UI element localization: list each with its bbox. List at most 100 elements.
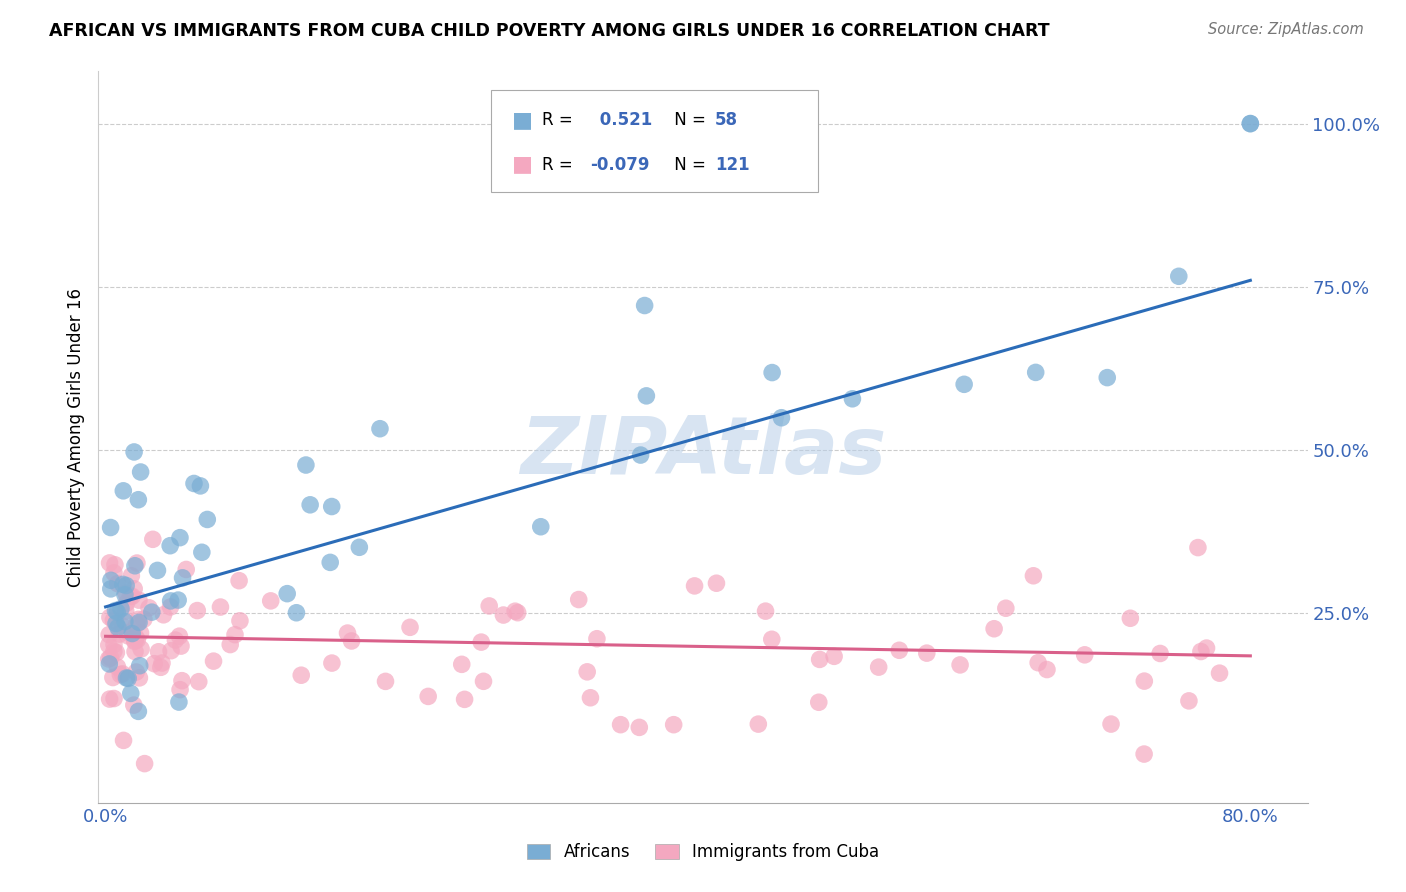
Point	[103, 644, 125, 658]
Point	[107, 576, 129, 591]
Point	[1073, 648, 1095, 662]
Point	[276, 587, 298, 601]
Point	[117, 625, 139, 640]
Point	[98, 556, 121, 570]
Point	[953, 377, 976, 392]
Point	[186, 603, 208, 617]
Point	[1195, 641, 1218, 656]
Point	[285, 606, 308, 620]
Point	[169, 682, 191, 697]
Point	[103, 613, 125, 627]
Point	[108, 627, 131, 641]
Point	[105, 605, 128, 619]
Point	[299, 498, 322, 512]
Point	[125, 556, 148, 570]
Point	[1208, 666, 1230, 681]
Point	[115, 586, 138, 600]
Point	[399, 620, 422, 634]
Point	[100, 520, 122, 534]
Point	[115, 596, 138, 610]
Point	[183, 476, 205, 491]
Point	[115, 671, 138, 685]
Point	[112, 733, 135, 747]
Text: R =: R =	[543, 111, 578, 129]
Point	[97, 638, 120, 652]
Point	[761, 366, 783, 380]
Point	[98, 692, 121, 706]
Text: AFRICAN VS IMMIGRANTS FROM CUBA CHILD POVERTY AMONG GIRLS UNDER 16 CORRELATION C: AFRICAN VS IMMIGRANTS FROM CUBA CHILD PO…	[49, 22, 1050, 40]
Y-axis label: Child Poverty Among Girls Under 16: Child Poverty Among Girls Under 16	[66, 287, 84, 587]
Point	[141, 605, 163, 619]
Point	[114, 588, 136, 602]
Point	[747, 717, 769, 731]
Point	[808, 652, 831, 666]
Point	[120, 568, 142, 582]
Point	[142, 533, 165, 547]
Point	[111, 619, 134, 633]
Text: N =: N =	[669, 155, 711, 174]
Point	[138, 600, 160, 615]
Point	[983, 622, 1005, 636]
Point	[229, 614, 252, 628]
Point	[125, 630, 148, 644]
Text: N =: N =	[669, 111, 711, 129]
Point	[949, 657, 972, 672]
Point	[110, 601, 132, 615]
Point	[103, 566, 125, 580]
Point	[224, 628, 246, 642]
Point	[149, 660, 172, 674]
Point	[124, 634, 146, 648]
Point	[111, 577, 134, 591]
Point	[127, 612, 149, 626]
Point	[172, 571, 194, 585]
Point	[628, 720, 651, 734]
Point	[129, 626, 152, 640]
Point	[127, 632, 149, 647]
Point	[121, 589, 143, 603]
Point	[152, 607, 174, 622]
Point	[1026, 656, 1049, 670]
Point	[98, 657, 121, 671]
Point	[167, 593, 190, 607]
Point	[104, 558, 127, 572]
Point	[128, 671, 150, 685]
Point	[349, 541, 371, 555]
Point	[100, 574, 122, 588]
Point	[1167, 269, 1189, 284]
Point	[1097, 370, 1119, 384]
Point	[100, 650, 122, 665]
Point	[148, 645, 170, 659]
Point	[530, 520, 553, 534]
Legend: Africans, Immigrants from Cuba: Africans, Immigrants from Cuba	[520, 837, 886, 868]
Point	[107, 620, 129, 634]
Point	[120, 686, 142, 700]
Point	[807, 695, 830, 709]
Point	[841, 392, 863, 406]
Point	[104, 603, 127, 617]
Point	[146, 563, 169, 577]
Point	[453, 692, 475, 706]
Point	[124, 558, 146, 573]
Point	[1239, 117, 1261, 131]
Point	[374, 674, 396, 689]
Point	[576, 665, 599, 679]
Point	[110, 667, 132, 681]
Point	[568, 592, 591, 607]
Point	[915, 646, 938, 660]
Point	[169, 629, 191, 643]
Point	[107, 660, 129, 674]
Point	[159, 599, 181, 614]
Point	[129, 465, 152, 479]
Point	[120, 590, 142, 604]
Point	[128, 593, 150, 607]
Point	[1022, 568, 1045, 582]
Point	[115, 578, 138, 592]
Point	[450, 657, 472, 672]
Point	[1149, 647, 1171, 661]
Point	[1239, 117, 1261, 131]
Point	[506, 606, 529, 620]
Point	[191, 545, 214, 559]
Point	[122, 445, 145, 459]
Point	[1178, 694, 1201, 708]
Point	[761, 632, 783, 647]
